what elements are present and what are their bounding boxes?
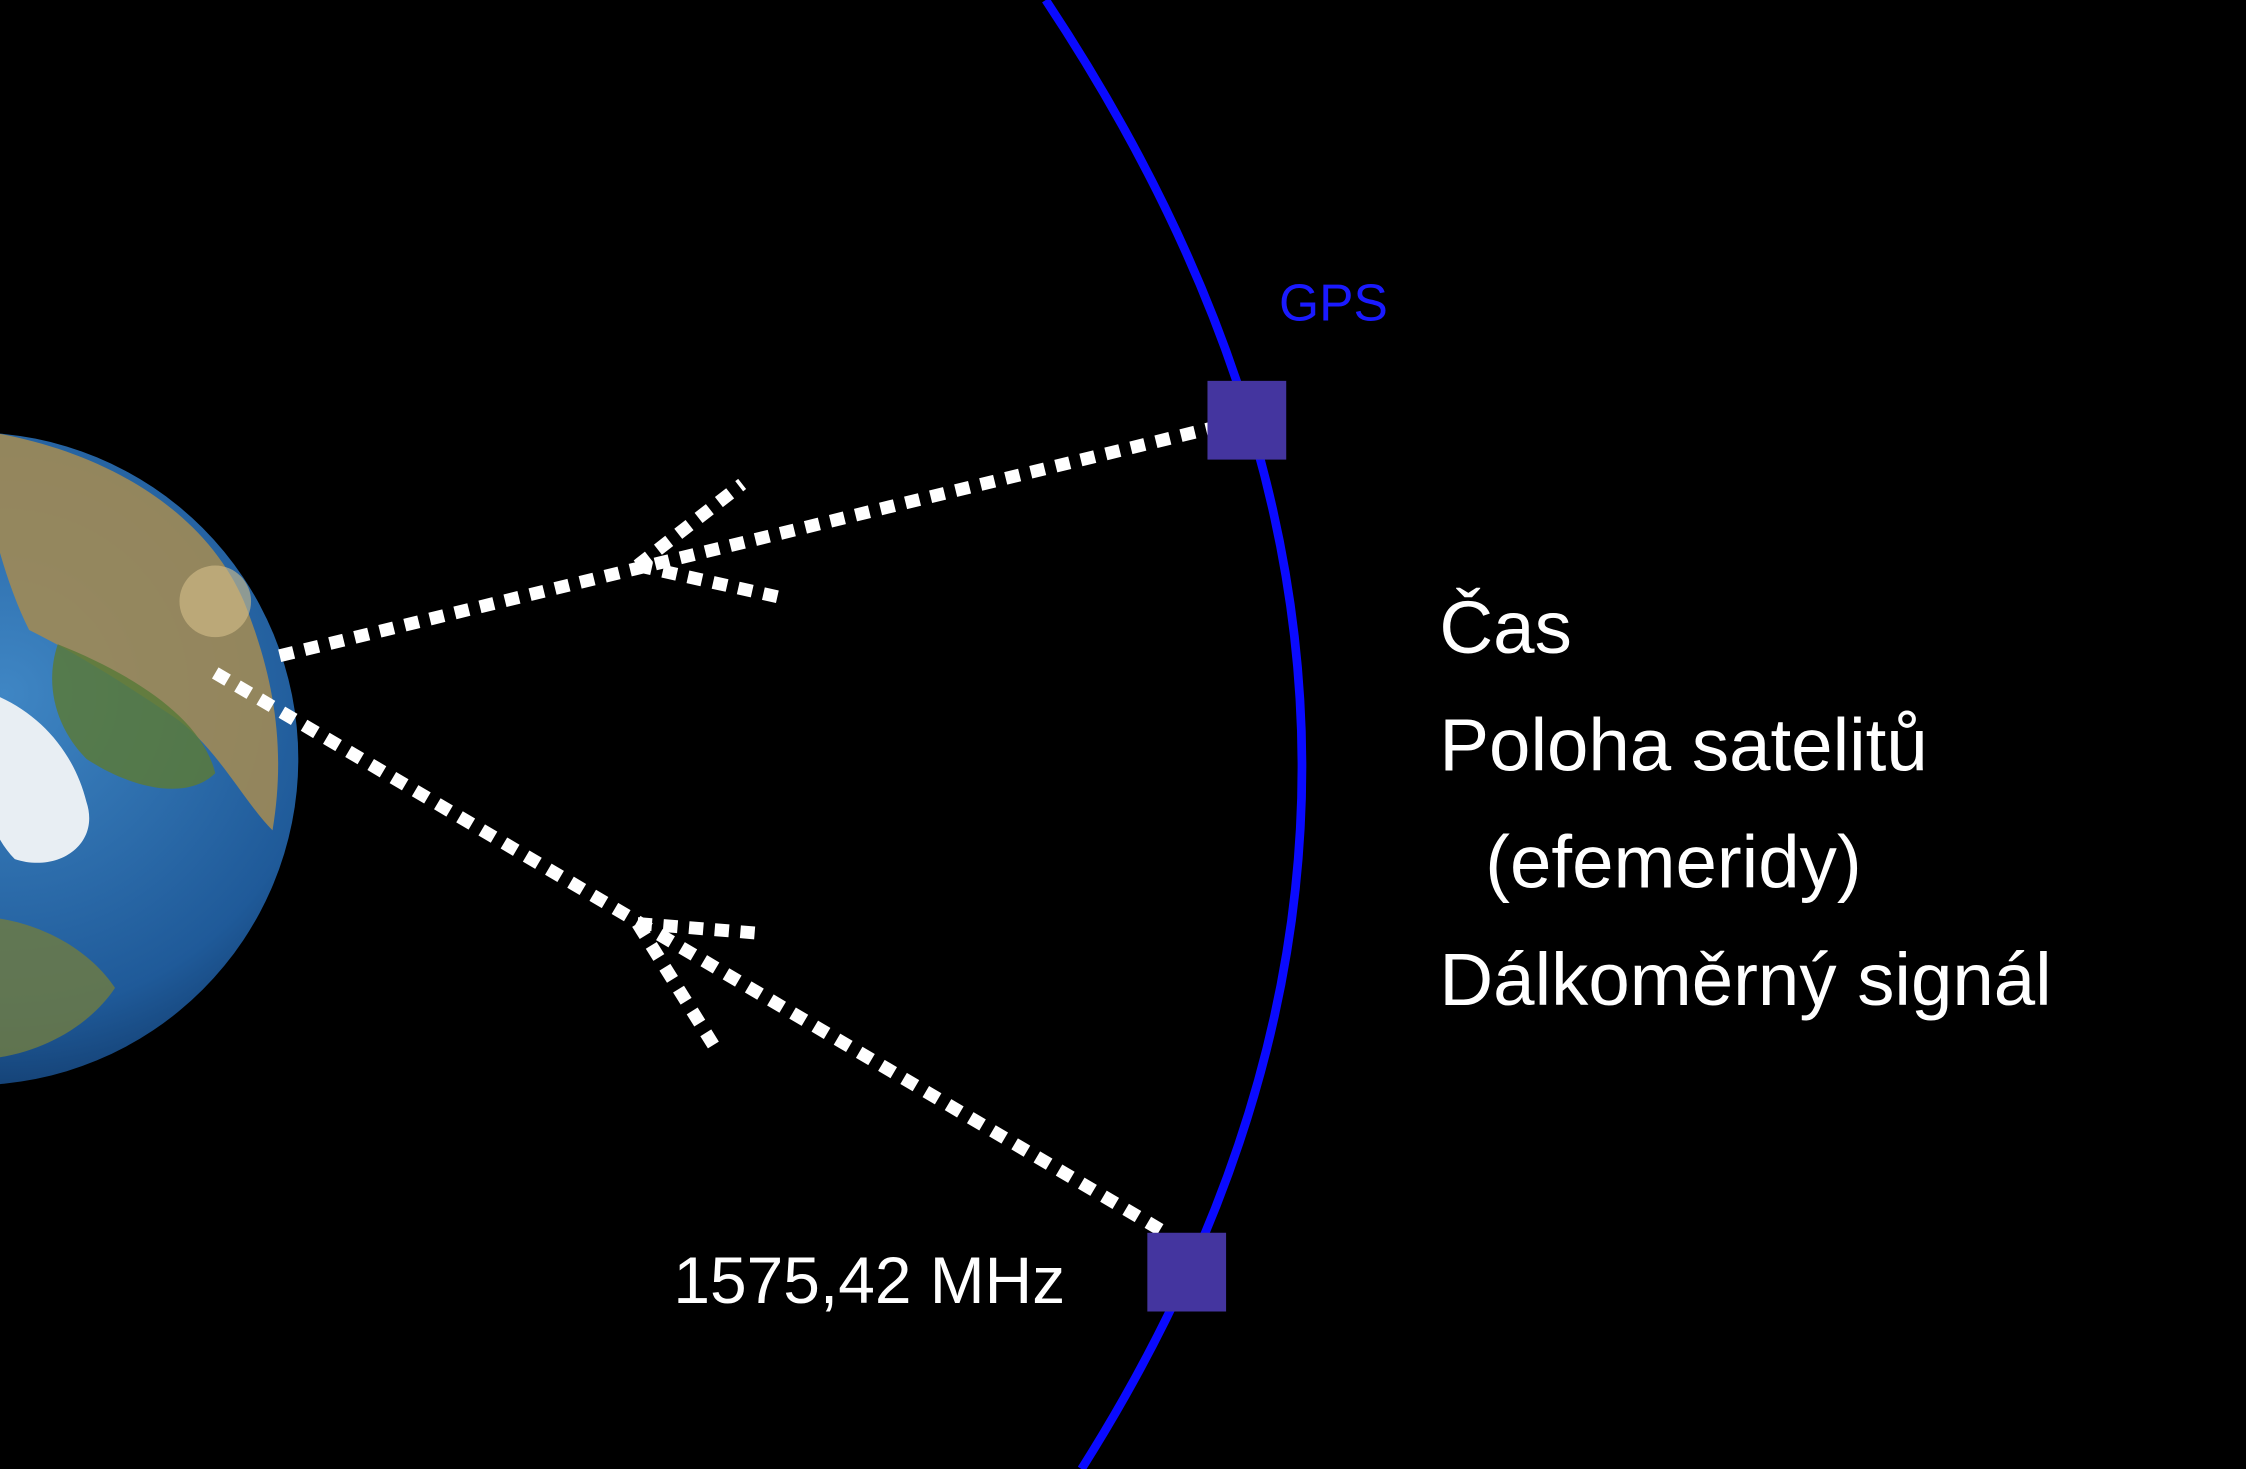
constellation-label: GPS [1279,274,1388,332]
message-item: Čas [1439,586,1571,669]
satellite [1147,1233,1226,1312]
message-item: (efemeridy) [1485,821,1861,904]
page: GPS 1575,42 MHz Čas Poloha satelitů (efe… [0,0,2246,1469]
frequency-label: 1575,42 MHz [673,1243,1065,1317]
message-item: Dálkoměrný signál [1439,938,2051,1021]
diagram: GPS 1575,42 MHz Čas Poloha satelitů (efe… [0,0,2246,1469]
satellite [1207,381,1286,460]
message-item: Poloha satelitů [1439,703,1927,786]
